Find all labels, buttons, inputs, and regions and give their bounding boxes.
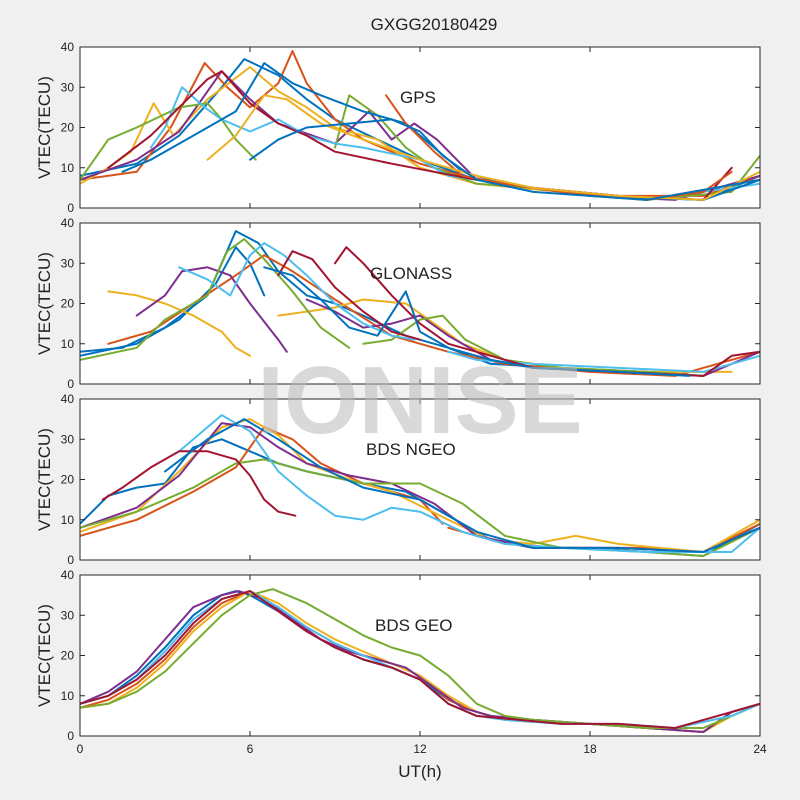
panel-label: GPS: [400, 88, 436, 107]
series-line-7: [178, 414, 760, 553]
y-axis-label: VTEC(TECU): [35, 252, 54, 355]
series-line-9: [164, 418, 760, 553]
y-tick-label: 0: [67, 729, 74, 743]
y-tick-label: 0: [67, 201, 74, 215]
chart-title: GXGG20180429: [371, 15, 498, 34]
panel-glonass: 0 10 20 30 40 VTEC(TECU) GLONASS: [35, 216, 761, 391]
series-line-4: [107, 290, 251, 357]
y-tick-label: 10: [61, 689, 75, 703]
y-tick-label: 40: [61, 216, 75, 230]
panel-gps: 0 10 20 30 40 VTEC(TECU) GPS: [35, 40, 761, 215]
series-line-12: [277, 250, 421, 341]
y-tick-label: 20: [61, 473, 75, 487]
panel-label: BDS GEO: [375, 616, 452, 635]
series-line-10: [178, 242, 416, 341]
panel-label: GLONASS: [370, 264, 452, 283]
series-line-11: [206, 94, 760, 201]
y-tick-label: 0: [67, 377, 74, 391]
panel-label: BDS NGEO: [366, 440, 456, 459]
series-line-12: [249, 118, 760, 201]
series-line-5: [80, 588, 760, 729]
panel-bds-geo: 0 10 20 30 40 0 6 12 18 24 VTEC(TECU) BDS GEO: [35, 568, 767, 756]
series-group: [80, 50, 760, 201]
panels-group: 0 10 20 30 40 VTEC(TECU) GPS 0 10 20 30 40 VTEC(TECU…: [35, 40, 767, 756]
y-tick-label: 20: [61, 649, 75, 663]
y-tick-label: 30: [61, 80, 75, 94]
x-tick-label: 24: [753, 742, 767, 756]
panel-bds-ngeo: 0 10 20 30 40 VTEC(TECU) BDS NGEO: [35, 392, 761, 567]
y-tick-label: 20: [61, 297, 75, 311]
y-tick-label: 30: [61, 608, 75, 622]
x-axis-label: UT(h): [398, 762, 441, 781]
y-tick-label: 10: [61, 513, 75, 527]
y-tick-label: 40: [61, 568, 75, 582]
plot-area: [80, 399, 760, 560]
series-line-8: [101, 450, 297, 517]
x-tick-label: 0: [77, 742, 84, 756]
y-tick-label: 10: [61, 337, 75, 351]
series-line-9: [362, 314, 705, 377]
x-tick-label: 6: [247, 742, 254, 756]
y-axis-label: VTEC(TECU): [35, 428, 54, 531]
watermark: IONISE: [257, 347, 582, 454]
y-axis-label: VTEC(TECU): [35, 604, 54, 707]
series-line-14: [263, 266, 691, 377]
y-tick-label: 40: [61, 392, 75, 406]
y-tick-label: 40: [61, 40, 75, 54]
series-line-13: [334, 246, 760, 377]
y-tick-label: 20: [61, 121, 75, 135]
series-group: [80, 230, 760, 377]
x-tick-label: 12: [413, 742, 427, 756]
series-group: [80, 414, 760, 557]
y-tick-label: 0: [67, 553, 74, 567]
series-line-10: [385, 94, 733, 201]
y-tick-label: 30: [61, 432, 75, 446]
series-line-1: [80, 246, 266, 357]
x-tick-label: 18: [583, 742, 597, 756]
y-tick-label: 10: [61, 161, 75, 175]
series-line-6: [334, 94, 760, 201]
series-line-7: [80, 590, 760, 729]
series-line-8: [80, 238, 351, 361]
y-axis-label: VTEC(TECU): [35, 76, 54, 179]
series-group: [80, 588, 760, 733]
series-line-5: [80, 102, 257, 181]
y-tick-label: 30: [61, 256, 75, 270]
